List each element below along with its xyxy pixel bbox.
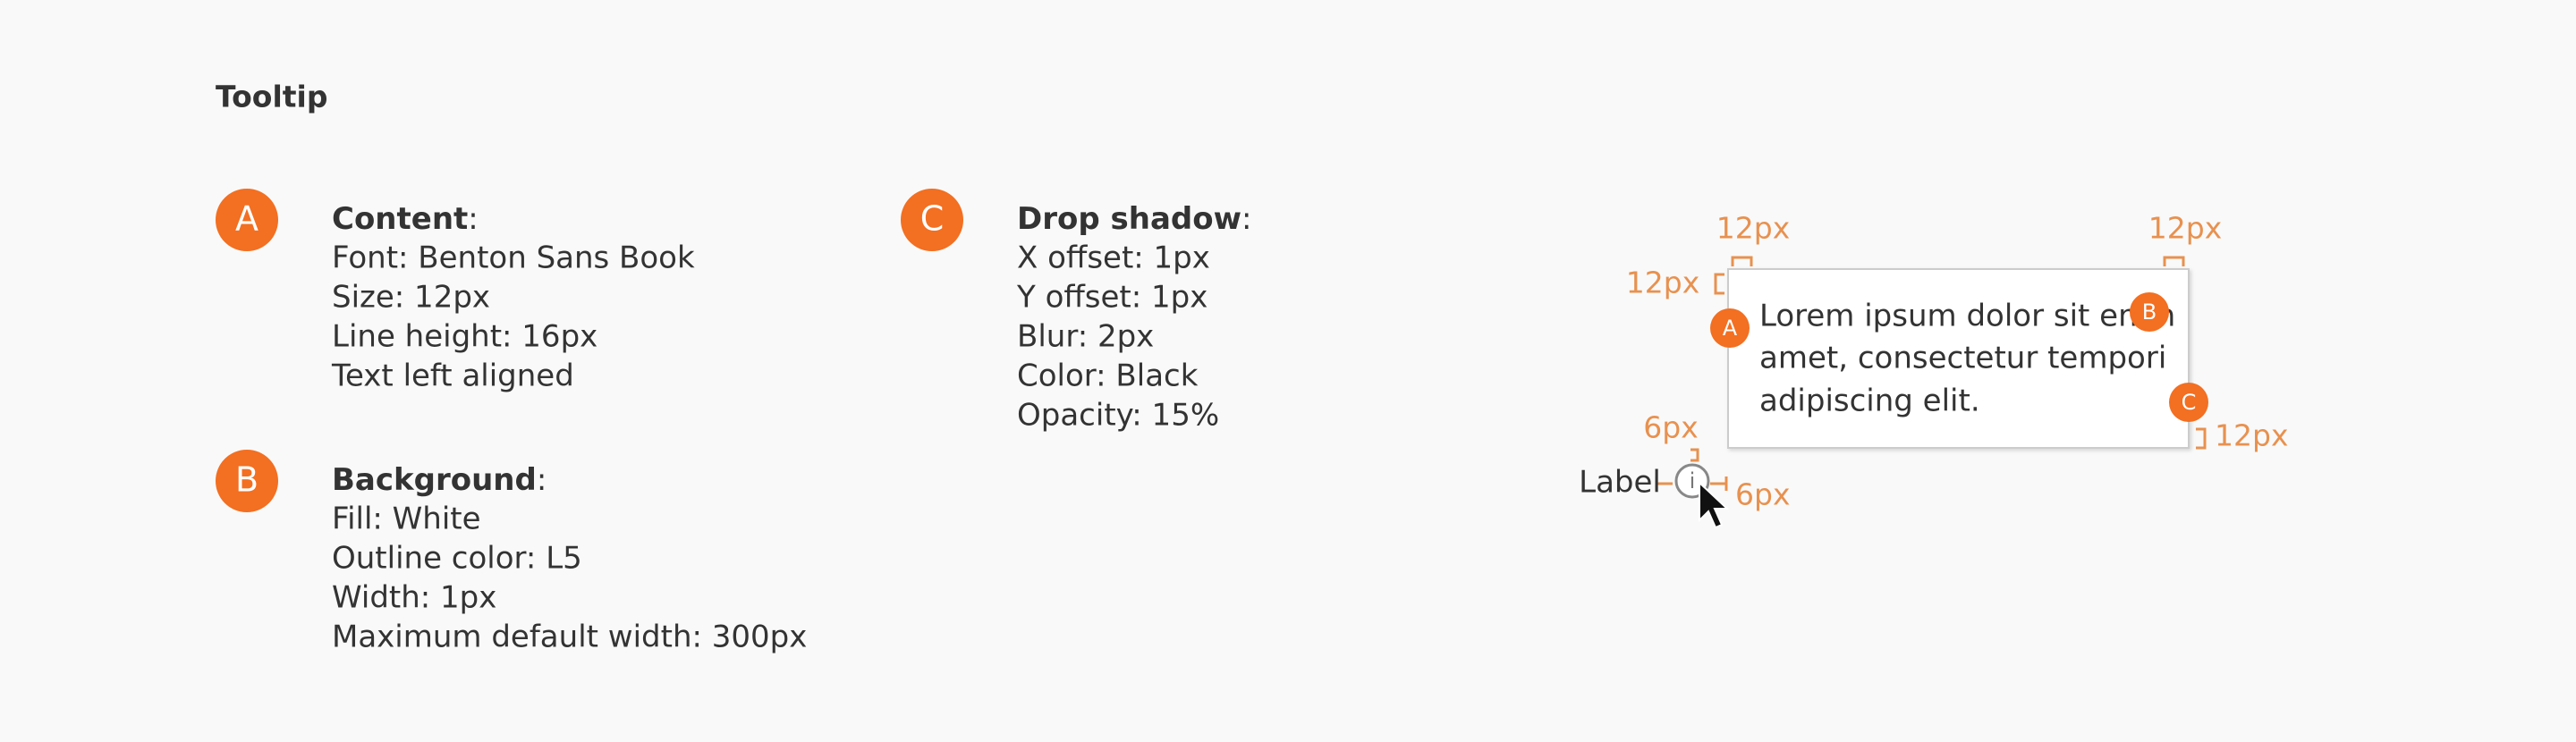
bracket [1714,273,1724,295]
spec-item: A Content:Font: Benton Sans Book Size: 12p… [216,189,695,394]
dimension: 12px [1716,211,1790,246]
badge-letter: C [2182,390,2197,415]
heading: Content [332,201,468,237]
bracket [1655,476,1673,491]
spec-line: Outline color: L5 [332,541,582,577]
heading-suffix: : [468,201,478,237]
spec-line: Color: Black [1017,358,1199,394]
spec-line: Y offset: 1px [1016,280,1208,316]
spec-line: Opacity: 15% [1017,398,1219,434]
badge: B [2130,292,2169,332]
spec-line: Text left aligned [331,358,574,394]
badge: C [2169,383,2208,422]
spec-line: X offset: 1px [1017,240,1210,276]
page-title: Tooltip [216,80,328,114]
spec-line: Width: 1px [332,580,496,616]
spec-line: Font: Benton Sans Book [332,240,695,276]
dimension: 12px [2215,418,2288,453]
badge [216,450,278,512]
tooltip-text: adipiscing elit. [1759,384,1980,419]
badge-letter: A [235,199,258,239]
tooltip-text: amet, consectetur tempori [1759,341,2166,376]
spec-item: B Background: Fill: White Outline color: L5… [216,450,807,655]
bracket [1690,448,1699,462]
badge-letter: B [2142,299,2157,325]
badge-letter: A [1723,316,1738,341]
badge [901,189,963,251]
spec-heading: Content: [332,201,479,237]
heading: Drop shadow [1017,201,1241,237]
cursor [1699,480,1730,529]
heading-suffix: : [537,462,547,498]
badge-letter: B [235,460,258,500]
bracket [2196,427,2207,450]
spec-line: Line height: 16px [332,319,597,355]
badge-letter: C [920,199,945,239]
spec-line: Blur: 2px [1017,319,1154,355]
heading-suffix: : [1241,201,1251,237]
tooltip-text: Lorem ipsum dolor sit enim [1759,299,2175,334]
spec-line: Maximum default width: 300px [332,620,807,655]
spec-heading: Background: [332,462,547,498]
badge [216,189,278,251]
heading: Background [332,462,537,498]
spec-heading: Drop shadow: [1017,201,1251,237]
field-label: Label [1579,465,1661,501]
tooltip-box [1727,268,2190,449]
dimension: 12px [1626,266,1699,300]
spec-line: Size: 12px [332,280,490,316]
bracket [2163,256,2185,266]
dimension: 6px [1643,410,1698,445]
dimension: 12px [2148,211,2222,246]
info-icon-letter: i [1690,468,1696,493]
badge: A [1710,308,1750,348]
bracket [1731,256,1753,266]
bracket [1710,476,1728,491]
spec-line: Fill: White [332,502,481,537]
illustration: Lorem ipsum dolor sit enim amet, consect… [1579,211,2288,529]
dimension: 6px [1735,477,1790,512]
